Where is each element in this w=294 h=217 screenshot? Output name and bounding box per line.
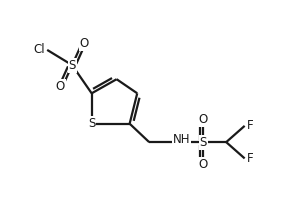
- Text: O: O: [199, 113, 208, 126]
- Text: O: O: [79, 37, 89, 50]
- Text: S: S: [200, 136, 207, 149]
- Text: S: S: [88, 117, 95, 130]
- Text: NH: NH: [173, 133, 191, 146]
- Text: S: S: [69, 59, 76, 72]
- Text: Cl: Cl: [34, 43, 45, 56]
- Text: O: O: [56, 80, 65, 93]
- Text: F: F: [247, 119, 253, 132]
- Text: O: O: [199, 158, 208, 171]
- Text: F: F: [247, 152, 253, 165]
